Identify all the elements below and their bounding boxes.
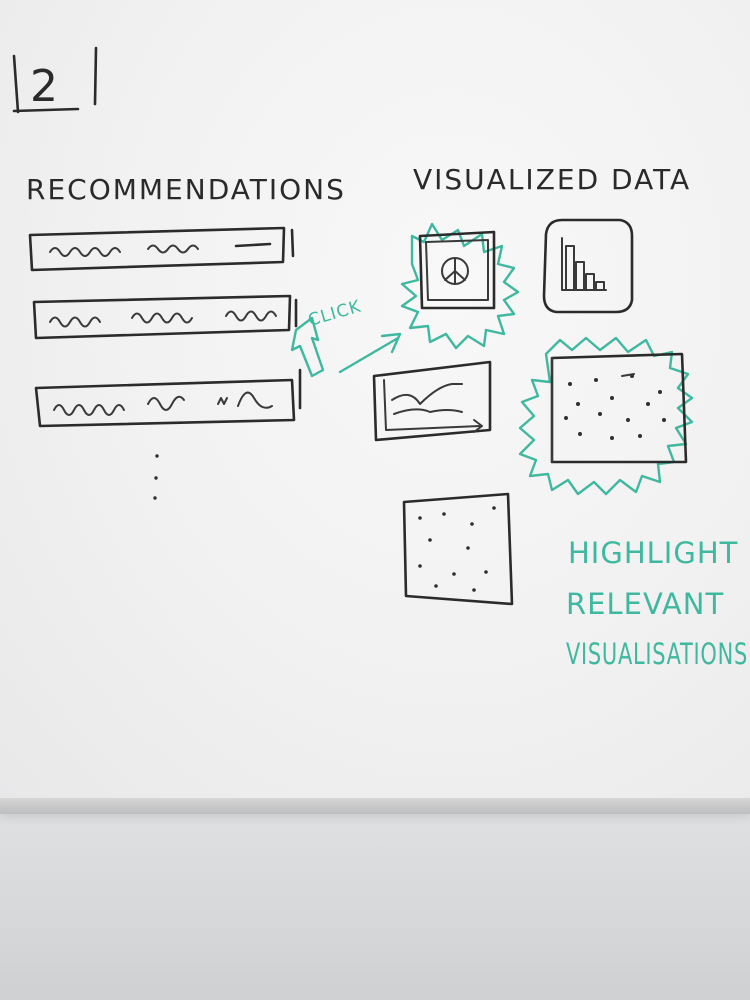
bar-chart-card[interactable]: [542, 218, 634, 314]
pie-chart-icon: [441, 257, 469, 285]
scatter-plot-icon: [418, 506, 496, 592]
recommendation-item[interactable]: [34, 368, 302, 428]
sketch-number: 2: [30, 61, 60, 112]
recommendations-heading: RECOMMENDATIONS: [26, 173, 346, 206]
highlight-note-line: HIGHLIGHT: [568, 536, 738, 570]
recommendation-item[interactable]: [28, 226, 295, 272]
pie-chart-card[interactable]: [400, 222, 520, 350]
highlight-note: HIGHLIGHT RELEVANT VISUALISATIONS: [566, 536, 748, 671]
visualized-data-heading: VISUALIZED DATA: [413, 163, 691, 196]
more-items-ellipsis: [153, 454, 159, 500]
wall: [0, 812, 750, 1000]
highlight-note-line: VISUALISATIONS: [566, 637, 748, 671]
scatter-plot-icon: [564, 373, 666, 440]
sketch-number-box: 2: [12, 46, 98, 114]
recommendation-item[interactable]: [32, 294, 298, 340]
scatter-plot-card[interactable]: [402, 492, 514, 606]
bar-chart-icon: [561, 237, 607, 291]
highlight-note-line: RELEVANT: [566, 587, 724, 621]
line-chart-icon: [383, 379, 483, 433]
click-arrow-icon: [290, 316, 402, 378]
whiteboard-ledge: [0, 798, 750, 814]
scatter-plot-card-highlighted[interactable]: [518, 336, 694, 496]
line-chart-card[interactable]: [372, 360, 492, 442]
click-label: CLICK: [306, 297, 364, 331]
